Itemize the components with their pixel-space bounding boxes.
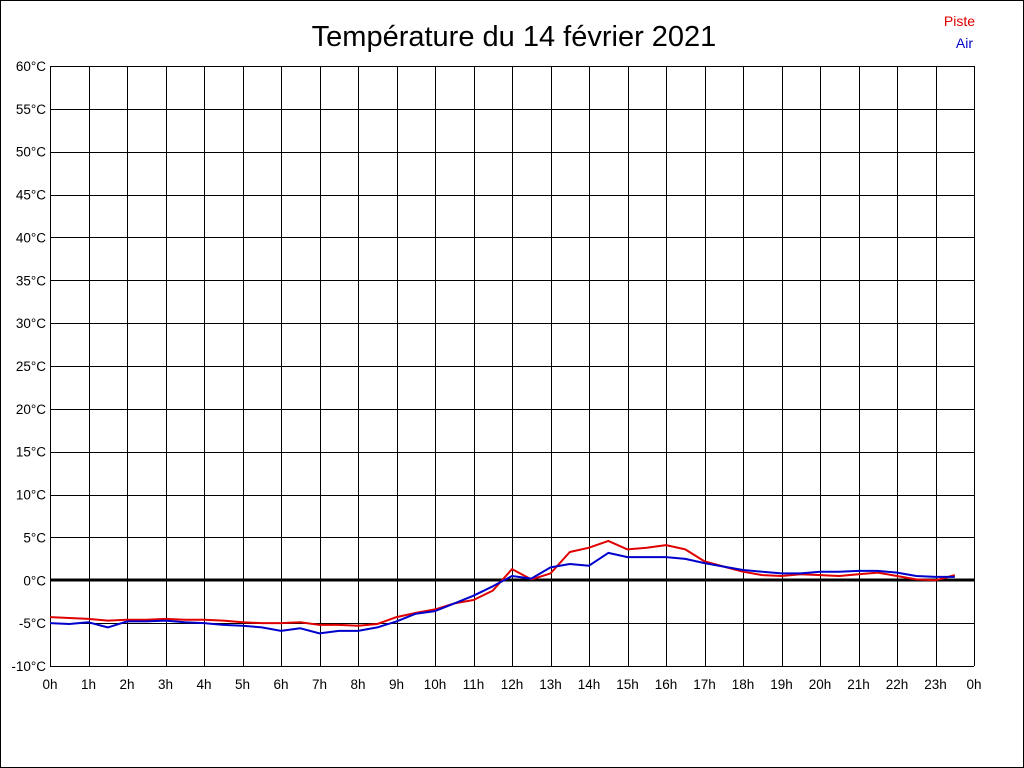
y-axis-ticks: -10°C -5°C 0°C 5°C 10°C 15°C 20°C 25°C 30°C 35°C 4…: [11, 59, 46, 674]
y-tick-label: -10°C: [11, 659, 46, 674]
x-tick-label: 8h: [350, 677, 365, 692]
x-tick-label: 7h: [312, 677, 327, 692]
x-tick-label: 20h: [809, 677, 832, 692]
y-tick-label: 25°C: [16, 359, 46, 374]
series-line-air: [49, 551, 955, 635]
y-tick-label: 0°C: [23, 573, 46, 588]
series-lines: [49, 539, 956, 635]
x-tick-label: 3h: [158, 677, 173, 692]
x-tick-label: 15h: [616, 677, 639, 692]
x-tick-label: 5h: [235, 677, 250, 692]
y-tick-label: 45°C: [16, 188, 46, 203]
x-tick-label: 10h: [424, 677, 447, 692]
plot-grid: [50, 66, 975, 667]
y-tick-label: 35°C: [16, 273, 46, 288]
y-tick-label: 55°C: [16, 102, 46, 117]
x-tick-label: 13h: [539, 677, 562, 692]
x-tick-label: 0h: [966, 677, 981, 692]
y-tick-label: 50°C: [16, 145, 46, 160]
x-tick-label: 23h: [924, 677, 947, 692]
y-tick-label: 40°C: [16, 230, 46, 245]
x-tick-label: 16h: [655, 677, 678, 692]
x-tick-label: 17h: [693, 677, 716, 692]
y-tick-label: 30°C: [16, 316, 46, 331]
y-tick-label: 5°C: [23, 530, 46, 545]
legend-entry-piste: Piste: [944, 13, 975, 29]
x-tick-label: 11h: [463, 677, 485, 692]
y-tick-label: 10°C: [16, 488, 46, 503]
y-tick-label: 60°C: [16, 59, 46, 74]
x-tick-label: 12h: [501, 677, 524, 692]
x-tick-label: 1h: [81, 677, 96, 692]
x-tick-label: 21h: [847, 677, 870, 692]
y-tick-label: 15°C: [16, 445, 46, 460]
y-tick-label: 20°C: [16, 402, 46, 417]
x-tick-label: 6h: [273, 677, 288, 692]
x-tick-label: 22h: [886, 677, 909, 692]
x-tick-label: 4h: [196, 677, 211, 692]
x-tick-label: 9h: [389, 677, 404, 692]
legend-entry-air: Air: [956, 35, 973, 51]
chart-title: Température du 14 février 2021: [312, 21, 717, 53]
x-tick-label: 19h: [770, 677, 793, 692]
x-tick-label: 0h: [42, 677, 57, 692]
series-line-piste: [49, 539, 956, 627]
x-axis-ticks: 0h 1h 2h 3h 4h 5h 6h 7h 8h 9h 10h 11h 12h 13h 14h 15h 16…: [42, 677, 981, 692]
x-tick-label: 14h: [578, 677, 601, 692]
y-tick-label: -5°C: [19, 616, 46, 631]
legend: Piste Air: [944, 13, 975, 51]
x-tick-label: 2h: [119, 677, 134, 692]
x-tick-label: 18h: [732, 677, 755, 692]
